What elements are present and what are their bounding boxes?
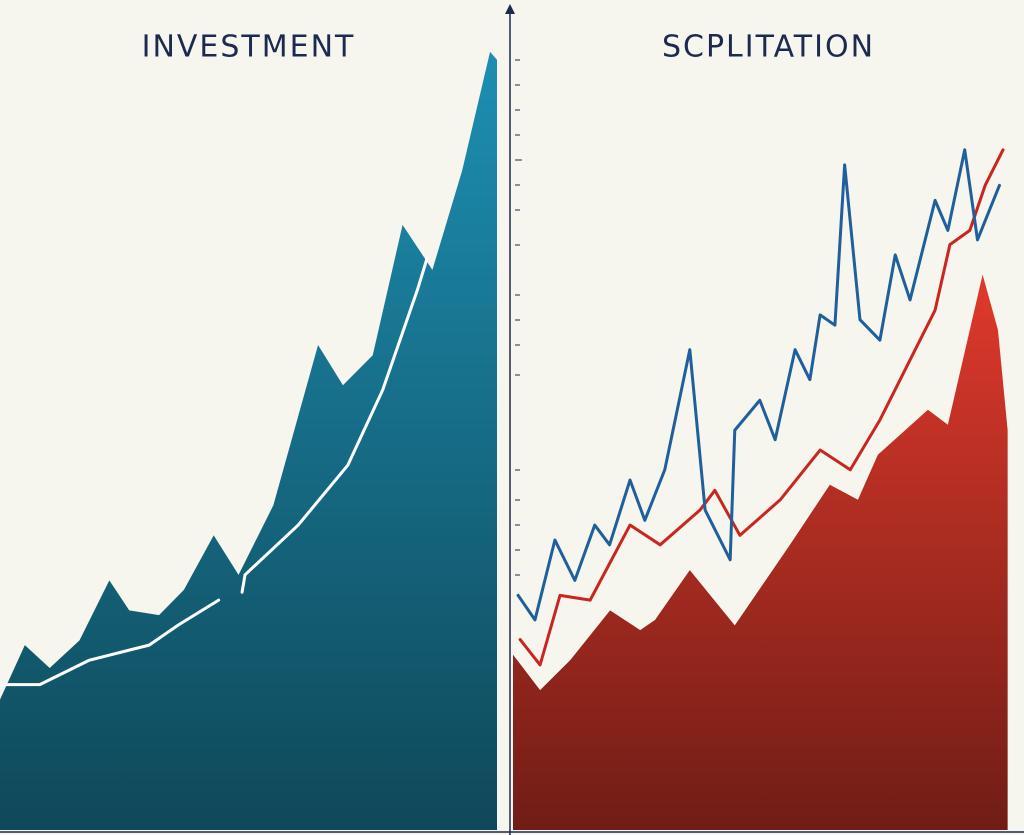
chart-title: SCPLITATION	[662, 30, 875, 65]
center-axis	[505, 4, 522, 835]
line	[0, 598, 221, 687]
line	[240, 255, 429, 594]
area	[513, 274, 1008, 830]
line	[516, 148, 1001, 622]
line	[518, 148, 1005, 667]
chart-title: INVESTMENT	[142, 30, 356, 65]
area	[0, 51, 497, 831]
